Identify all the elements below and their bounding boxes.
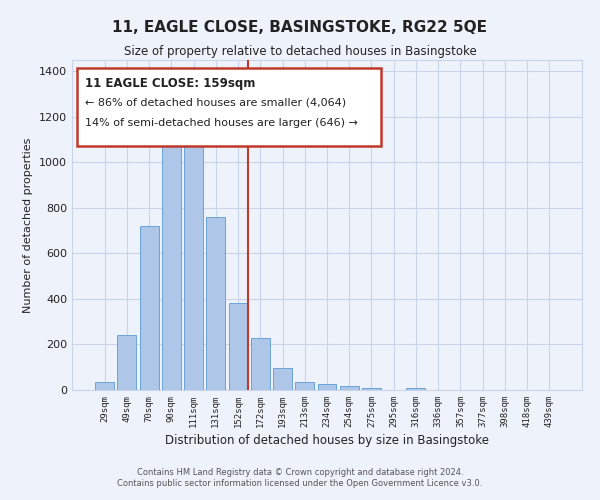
Text: Size of property relative to detached houses in Basingstoke: Size of property relative to detached ho… <box>124 45 476 58</box>
X-axis label: Distribution of detached houses by size in Basingstoke: Distribution of detached houses by size … <box>165 434 489 447</box>
Bar <box>317 384 337 390</box>
Bar <box>273 368 292 390</box>
Bar <box>406 388 425 390</box>
Text: ← 86% of detached houses are smaller (4,064): ← 86% of detached houses are smaller (4,… <box>85 98 346 108</box>
Bar <box>229 303 248 390</box>
Bar <box>362 388 381 390</box>
Text: 11 EAGLE CLOSE: 159sqm: 11 EAGLE CLOSE: 159sqm <box>85 76 255 90</box>
FancyBboxPatch shape <box>77 68 380 146</box>
Bar <box>295 382 314 390</box>
Bar <box>162 138 181 390</box>
Bar <box>206 217 225 390</box>
Bar <box>118 336 136 390</box>
Bar <box>140 226 158 390</box>
Y-axis label: Number of detached properties: Number of detached properties <box>23 138 34 312</box>
Bar <box>251 338 270 390</box>
Bar <box>95 382 114 390</box>
Bar <box>340 386 359 390</box>
Text: 14% of semi-detached houses are larger (646) →: 14% of semi-detached houses are larger (… <box>85 118 358 128</box>
Bar <box>184 135 203 390</box>
Text: 11, EAGLE CLOSE, BASINGSTOKE, RG22 5QE: 11, EAGLE CLOSE, BASINGSTOKE, RG22 5QE <box>113 20 487 35</box>
Text: Contains HM Land Registry data © Crown copyright and database right 2024.
Contai: Contains HM Land Registry data © Crown c… <box>118 468 482 487</box>
